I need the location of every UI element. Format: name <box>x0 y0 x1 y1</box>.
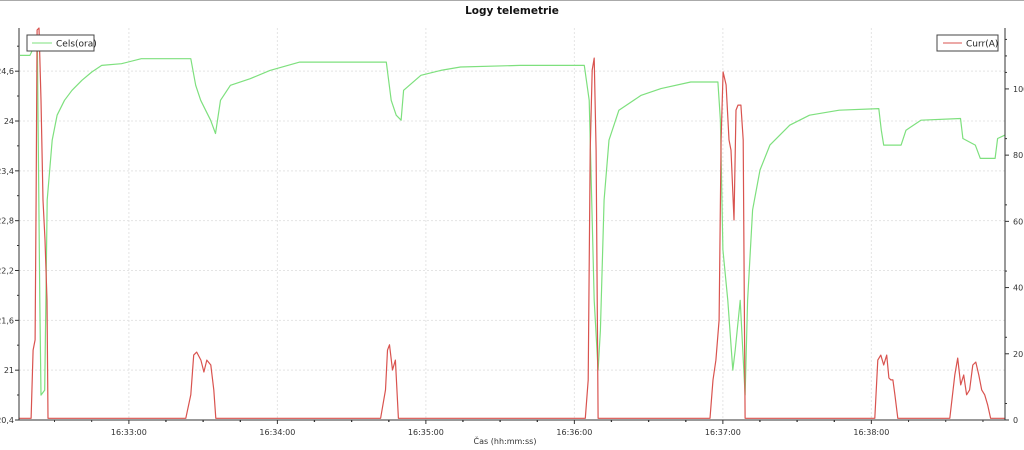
series-line-cels <box>20 39 1006 396</box>
legend-label-curr: Curr(A) <box>966 40 998 50</box>
legend-label-cels: Cels(ora) <box>56 40 97 50</box>
x-tick-label: 16:38:00 <box>853 428 889 437</box>
legend-right[interactable]: Curr(A) <box>936 34 999 52</box>
y-left-tick-label: 23,4 <box>0 167 14 176</box>
y-left-tick-label: 21 <box>4 366 14 375</box>
y-left-tick-label: 22,8 <box>0 217 14 226</box>
y-right-tick-label: 60 <box>1013 217 1023 226</box>
x-tick-label: 16:34:00 <box>259 428 295 437</box>
y-right-tick-label: 0 <box>1013 416 1018 425</box>
chart-title: Logy telemetrie <box>465 5 559 17</box>
y-left-tick-label: 20,4 <box>0 416 14 425</box>
x-tick-label: 16:35:00 <box>408 428 444 437</box>
legend-box-cels <box>26 34 95 52</box>
y-left-tick-label: 21,6 <box>0 316 14 325</box>
y-right-tick-label: 40 <box>1013 284 1023 293</box>
series-line-curr <box>19 27 1005 419</box>
x-axis-label: Čas (hh:mm:ss) <box>474 435 537 446</box>
legend-left[interactable]: Cels(ora) <box>26 34 97 52</box>
x-tick-label: 16:37:00 <box>705 428 741 437</box>
y-right-tick-label: 20 <box>1013 350 1023 359</box>
y-right-tick-label: 100 <box>1013 85 1024 94</box>
x-tick-label: 16:33:00 <box>111 428 147 437</box>
y-left-tick-label: 24,6 <box>0 67 14 76</box>
y-right-tick-label: 80 <box>1013 151 1023 160</box>
grid <box>19 28 1005 420</box>
legend-box-curr <box>936 34 999 52</box>
x-tick-label: 16:36:00 <box>556 428 592 437</box>
axes: 16:33:00 16:34:00 16:35:00 16:36:00 16:37:00… <box>0 28 1024 437</box>
y-left-tick-label: 24 <box>4 117 14 126</box>
plot-area <box>19 27 1006 419</box>
y-left-tick-label: 22,2 <box>0 267 14 276</box>
